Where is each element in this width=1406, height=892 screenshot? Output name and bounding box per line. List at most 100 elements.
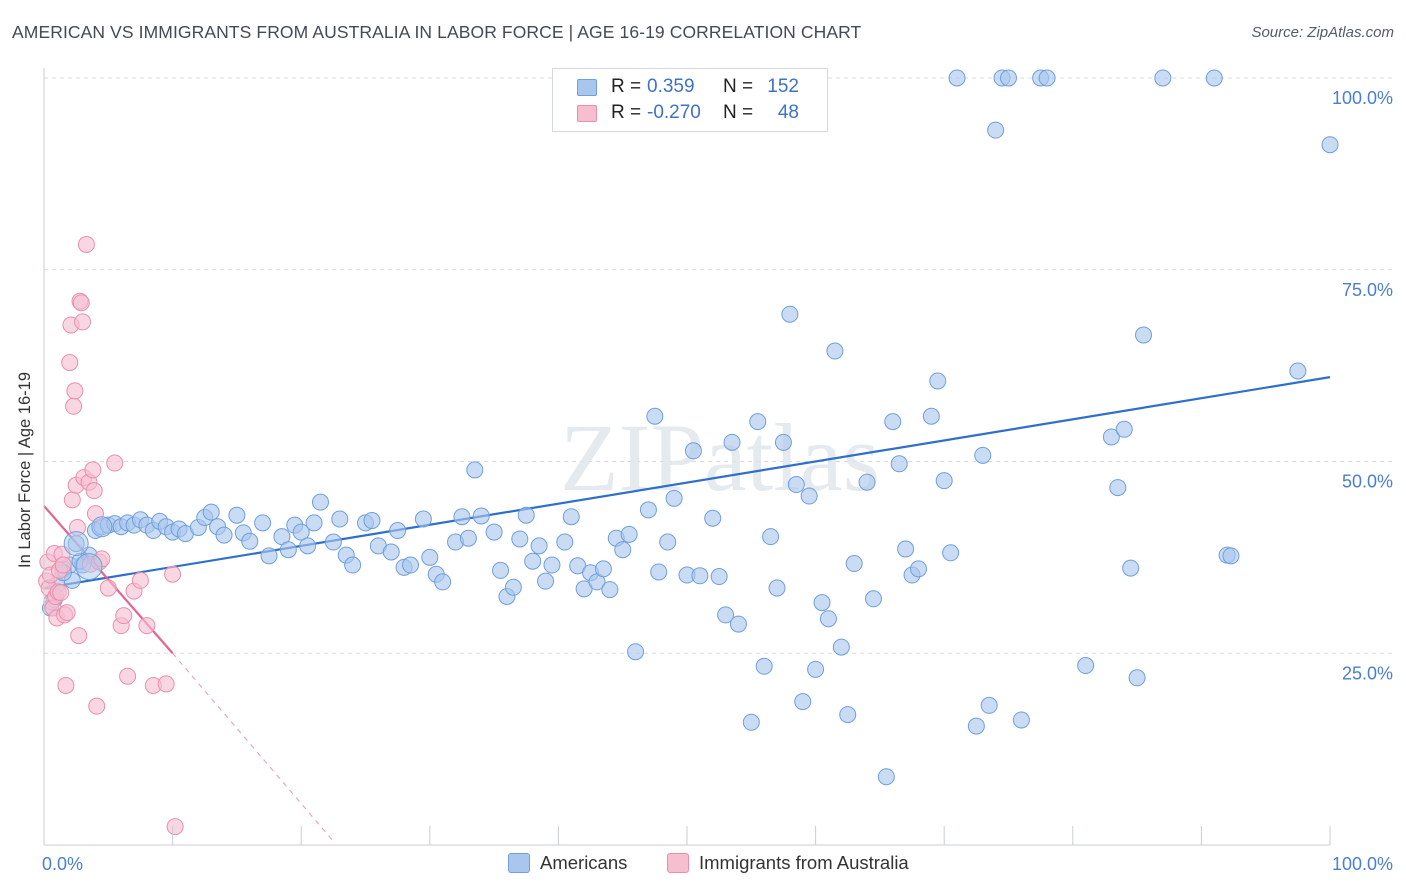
americans-point xyxy=(987,121,1005,139)
australia-point xyxy=(106,454,124,472)
americans-point xyxy=(254,514,272,532)
americans-point xyxy=(202,503,220,521)
americans-point xyxy=(363,512,381,530)
americans-point xyxy=(389,522,407,540)
americans-point xyxy=(63,531,89,557)
legend-row-australia: R = -0.270 N = 48 xyxy=(577,100,799,126)
americans-point xyxy=(260,547,278,565)
americans-point xyxy=(1135,326,1153,344)
australia-trendline-extension xyxy=(172,652,334,842)
americans-point xyxy=(324,533,342,551)
r-label: R = xyxy=(611,102,642,123)
australia-point xyxy=(84,461,102,479)
legend-label: Immigrants from Australia xyxy=(699,852,909,873)
australia-point xyxy=(77,235,95,253)
americans-point xyxy=(650,563,668,581)
americans-point xyxy=(980,696,998,714)
australia-point xyxy=(99,579,117,597)
americans-point xyxy=(492,561,510,579)
americans-point xyxy=(1012,711,1030,729)
australia-point xyxy=(157,675,175,693)
americans-point xyxy=(421,548,439,566)
legend-row-americans: R = 0.359 N = 152 xyxy=(577,74,799,100)
americans-point xyxy=(922,407,940,425)
americans-point xyxy=(684,442,702,460)
americans-point xyxy=(1289,362,1307,380)
x-tick-label: 0.0% xyxy=(42,854,83,874)
legend-item-australia[interactable]: Immigrants from Australia xyxy=(667,852,909,874)
americans-point xyxy=(755,657,773,675)
americans-point xyxy=(537,572,555,590)
americans-point xyxy=(800,487,818,505)
americans-point xyxy=(890,455,908,473)
watermark: ZIPatlas xyxy=(560,404,880,511)
americans-point xyxy=(562,508,580,526)
y-tick-label: 50.0% xyxy=(1342,472,1393,492)
americans-point xyxy=(909,560,927,578)
americans-point xyxy=(620,525,638,543)
x-tick-label: 100.0% xyxy=(1332,854,1393,874)
australia-point xyxy=(57,676,75,694)
americans-point xyxy=(665,489,683,507)
y-tick-label: 25.0% xyxy=(1342,663,1393,683)
americans-point xyxy=(659,533,677,551)
americans-swatch xyxy=(508,853,530,873)
americans-point xyxy=(1102,428,1120,446)
americans-point xyxy=(279,541,297,559)
australia-point xyxy=(88,697,106,715)
americans-point xyxy=(710,568,728,586)
americans-point xyxy=(974,446,992,464)
americans-point xyxy=(929,372,947,390)
americans-point xyxy=(305,514,323,532)
americans-point xyxy=(864,590,882,608)
americans-point xyxy=(935,472,953,490)
americans-point xyxy=(1000,69,1017,87)
americans-point xyxy=(807,660,825,678)
americans-point xyxy=(774,433,792,451)
americans-point xyxy=(466,461,484,479)
americans-point xyxy=(1128,669,1146,687)
americans-point xyxy=(942,544,960,562)
americans-point xyxy=(75,553,103,581)
australia-point xyxy=(131,571,149,589)
americans-point xyxy=(819,610,837,628)
australia-point xyxy=(63,491,81,509)
axis-layer: 25.0% 50.0% 75.0% 100.0% 0.0% 100.0% xyxy=(42,68,1393,874)
americans-swatch xyxy=(577,78,597,96)
americans-point xyxy=(530,537,548,555)
series-legend: Americans Immigrants from Australia xyxy=(0,852,1406,878)
americans-point xyxy=(742,713,760,731)
australia-point xyxy=(166,818,184,836)
americans-point xyxy=(1038,69,1056,87)
legend-item-americans[interactable]: Americans xyxy=(508,852,627,874)
americans-point xyxy=(723,433,741,451)
americans-point xyxy=(768,579,786,597)
australia-point xyxy=(70,627,88,645)
americans-point xyxy=(1115,420,1133,438)
australia-point xyxy=(138,617,156,635)
americans-point xyxy=(511,530,529,548)
n-value: 48 xyxy=(777,102,799,123)
americans-point xyxy=(1222,547,1240,565)
americans-point xyxy=(627,643,645,661)
americans-point xyxy=(543,556,561,574)
chart-title: AMERICAN VS IMMIGRANTS FROM AUSTRALIA IN… xyxy=(12,22,862,42)
americans-point xyxy=(215,526,233,544)
australia-point xyxy=(72,294,90,312)
americans-point xyxy=(1321,136,1339,154)
americans-point xyxy=(402,556,420,574)
source-credit: Source: ZipAtlas.com xyxy=(1251,24,1394,41)
y-axis-title: In Labor Force | Age 16-19 xyxy=(16,372,34,568)
americans-point xyxy=(646,407,664,425)
r-value: 0.359 xyxy=(647,76,695,97)
americans-point xyxy=(292,523,310,541)
americans-point xyxy=(228,506,246,524)
americans-point xyxy=(485,523,503,541)
americans-point xyxy=(524,552,542,570)
americans-point xyxy=(845,555,863,573)
australia-swatch xyxy=(577,104,597,122)
legend-label: Americans xyxy=(540,852,628,873)
americans-point xyxy=(331,510,349,528)
americans-point xyxy=(517,506,535,524)
